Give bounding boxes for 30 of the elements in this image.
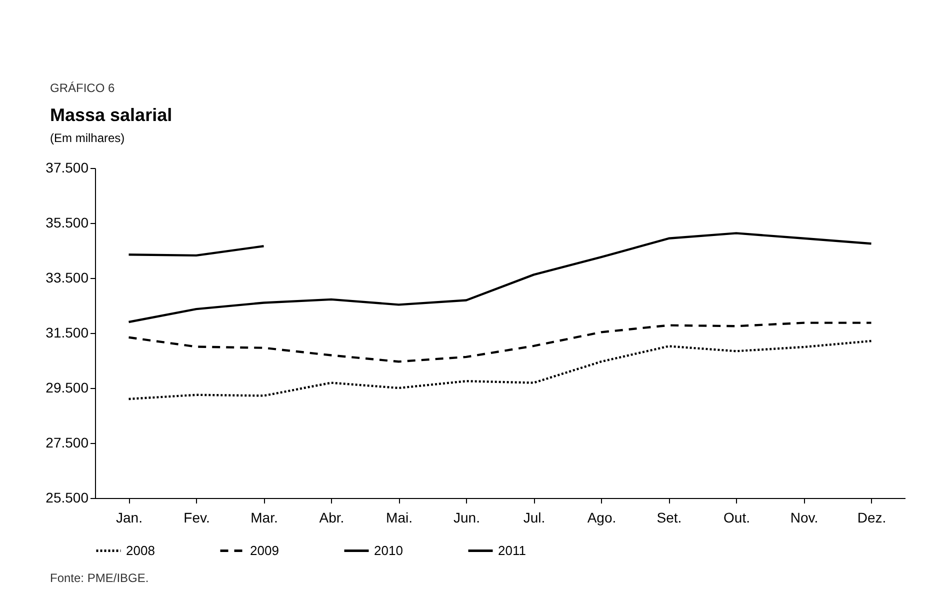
y-tick-label: 27.500 [46, 434, 89, 450]
legend-label: 2009 [250, 542, 279, 558]
legend-label: 2011 [498, 542, 526, 558]
x-tick-label: Nov. [790, 510, 818, 526]
y-tick-label: 29.500 [46, 380, 89, 396]
chart-title: Massa salarial [50, 105, 172, 125]
y-tick-label: 31.500 [46, 324, 89, 340]
x-tick-label: Out. [724, 510, 750, 526]
x-tick-label: Dez. [857, 510, 886, 526]
x-tick-label: Jan. [116, 510, 142, 526]
text: GRÁFICO 6 [50, 81, 115, 95]
line-series [128, 340, 872, 400]
y-tick-label: 25.500 [46, 490, 89, 506]
x-tick-label: Fev. [184, 510, 210, 526]
legend-label: 2010 [374, 542, 403, 558]
legend-label: 2008 [126, 542, 155, 558]
x-tick-label: Abr. [319, 510, 344, 526]
x-tick-label: Set. [656, 510, 682, 526]
chart-subtitle: (Em milhares) [50, 131, 125, 145]
x-tick-label: Jun. [454, 510, 480, 526]
source-note: Fonte: PME/IBGE. [50, 571, 149, 585]
x-tick-label: Jul. [523, 510, 546, 526]
y-tick-label: 35.500 [46, 214, 89, 230]
x-tick-label: Ago. [587, 510, 616, 526]
line-series [128, 232, 872, 324]
x-tick-label: Mar. [250, 510, 278, 526]
y-tick-label: 37.500 [46, 160, 89, 176]
line-series [128, 322, 872, 363]
x-tick-label: Mai. [386, 510, 412, 526]
y-tick-label: 33.500 [46, 270, 89, 286]
